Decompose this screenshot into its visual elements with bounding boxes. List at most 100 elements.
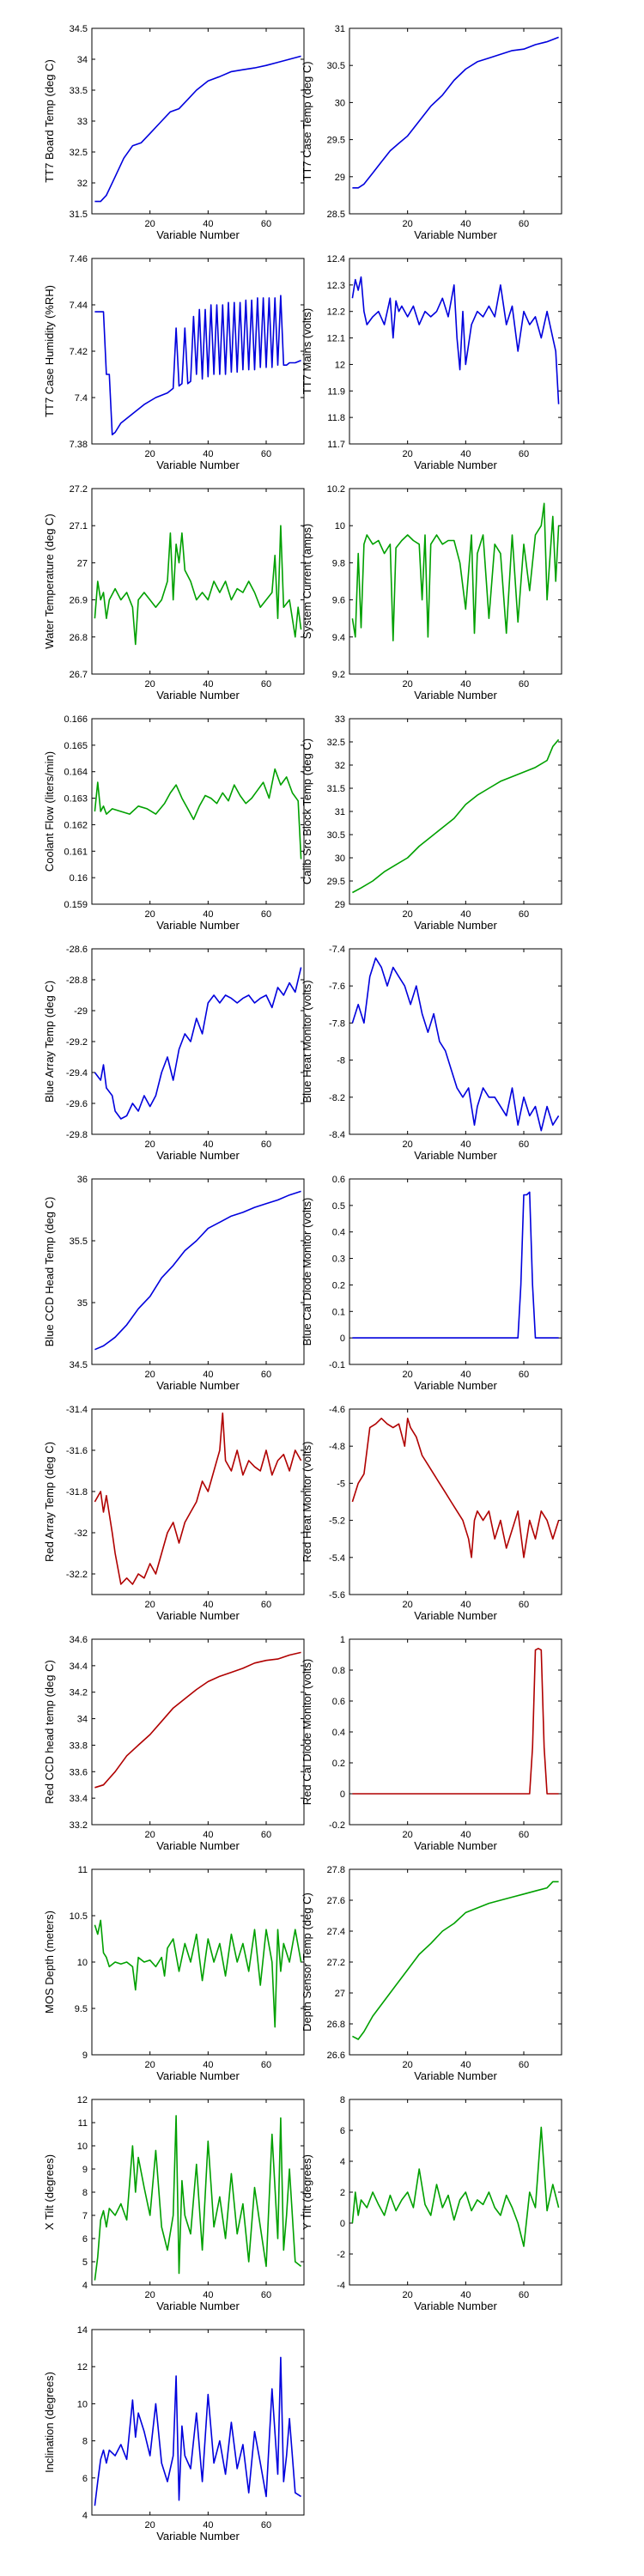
chart-panel-4: 11.7 11.8 11.9 12 12.1 12.2 12.3 12.4 20 40 60 Vari… [301,254,562,471]
y-tick-label: 6 [82,2234,88,2245]
y-tick-label: 12.1 [327,334,345,344]
y-tick-label: 26.6 [327,2050,345,2061]
y-tick-label: 27.6 [327,1896,345,1906]
chart-panel-6: 9.2 9.4 9.6 9.8 10 10.2 20 40 60 Variable Number S… [301,484,562,702]
y-tick-label: 33.4 [70,1794,88,1804]
y-tick-label: -5.6 [329,1590,345,1601]
y-axis-label: Red Cal Diode Monitor (volts) [301,1659,313,1806]
y-tick-label: -31.8 [66,1487,88,1498]
y-tick-label: 8 [340,2095,345,2105]
y-tick-label: 12 [335,360,345,370]
series-line [352,1648,559,1795]
series-line [94,1413,302,1585]
y-tick-label: 0.4 [332,1228,345,1238]
x-tick-label: 40 [460,1139,471,1150]
y-tick-label: 6 [82,2474,88,2484]
y-tick-label: 0.8 [332,1666,345,1676]
x-tick-label: 20 [145,2060,155,2070]
x-tick-label: 40 [460,2060,471,2070]
y-tick-label: 12.3 [327,281,345,291]
x-axis-label: Variable Number [414,689,497,702]
x-tick-label: 20 [403,1830,413,1840]
y-tick-label: 34 [77,1715,88,1725]
y-tick-label: 0.6 [332,1697,345,1707]
y-axis-label: TT7 Board Temp (deg C) [43,59,56,183]
y-tick-label: 0 [340,2219,345,2229]
series-line [352,738,560,894]
chart-panel-3: 7.38 7.4 7.42 7.44 7.46 20 40 60 Variable Number… [43,254,305,471]
y-tick-label: -29.2 [66,1037,88,1048]
y-tick-label: 35.5 [70,1236,88,1247]
y-tick-label: 10 [335,521,345,532]
y-tick-label: -8.4 [329,1130,345,1140]
y-tick-label: 10 [77,1958,88,1968]
y-tick-label: -32 [74,1528,88,1539]
y-axis-label: Y Tilt (degrees) [301,2154,313,2230]
y-tick-label: 29 [335,173,345,183]
chart-panel-18: 26.6 26.8 27 27.2 27.4 27.6 27.8 20 40 60 Variable… [301,1865,562,2082]
y-tick-label: 7.42 [70,347,88,357]
y-tick-label: -7.6 [329,981,345,992]
y-tick-label: 9.8 [332,558,345,568]
x-tick-label: 60 [261,1830,271,1840]
y-axis-label: System Current (amps) [301,524,313,639]
x-tick-label: 60 [519,679,529,690]
x-tick-label: 40 [460,2290,471,2300]
plot-frame [91,488,305,675]
x-tick-label: 40 [203,449,213,459]
x-axis-label: Variable Number [156,459,240,471]
y-tick-label: -32.2 [66,1570,88,1580]
x-tick-label: 60 [261,449,271,459]
series-line [351,957,560,1132]
x-tick-label: 20 [145,909,155,920]
y-tick-label: 10.5 [70,1911,88,1922]
x-tick-label: 20 [145,2520,155,2530]
x-tick-label: 60 [519,2290,529,2300]
y-tick-label: 31.5 [70,210,88,220]
y-axis-label: Blue Array Temp (deg C) [43,981,56,1103]
chart-panel-17: 9 9.5 10 10.5 11 20 40 60 Variable Number MOS Dep… [43,1865,305,2082]
x-tick-label: 40 [203,2290,213,2300]
y-axis-label: Red CCD head temp (deg C) [43,1660,56,1804]
y-axis-label: Inclination (degrees) [43,2372,56,2473]
x-tick-label: 40 [203,1139,213,1150]
y-tick-label: 12.4 [327,254,345,264]
y-tick-label: 11 [78,2118,88,2129]
y-tick-label: 33 [335,714,345,725]
y-tick-label: -29 [74,1006,88,1017]
y-tick-label: -29.4 [66,1068,88,1078]
x-tick-label: 60 [519,2060,529,2070]
y-tick-label: 11 [78,1865,88,1875]
x-axis-label: Variable Number [156,2300,240,2312]
y-tick-label: 11.9 [327,386,345,397]
y-tick-label: 33.6 [70,1767,88,1777]
chart-panel-1: 31.5 32 32.5 33 33.5 34 34.5 20 40 60 Variable Num… [43,24,305,241]
plot-frame [349,1638,562,1826]
x-tick-label: 60 [261,1370,271,1380]
plot-frame [91,1408,305,1595]
x-tick-label: 20 [403,1600,413,1610]
y-tick-label: 0.164 [64,768,88,778]
x-tick-label: 20 [403,1370,413,1380]
y-axis-label: Coolant Flow (liters/min) [43,751,56,872]
y-tick-label: 27.1 [70,521,88,532]
x-tick-label: 40 [203,909,213,920]
chart-panel-16: -0.2 0 0.2 0.4 0.6 0.8 1 20 40 60 Variable Number R… [301,1635,562,1852]
y-tick-label: 28.5 [327,210,345,220]
y-tick-label: -28.6 [66,945,88,955]
plot-frame [91,1178,305,1365]
x-tick-label: 60 [261,2060,271,2070]
x-axis-label: Variable Number [414,1149,497,1162]
y-tick-label: -0.2 [329,1820,345,1831]
x-tick-label: 60 [261,1139,271,1150]
y-tick-label: -4.8 [329,1442,345,1452]
y-tick-label: 0.2 [332,1759,345,1769]
chart-panel-7: 0.159 0.16 0.161 0.162 0.163 0.164 0.165 0.166 2… [43,714,305,932]
chart-panel-11: 34.5 35 35.5 36 20 40 60 Variable Number Blue CC… [43,1175,305,1392]
y-axis-label: Depth Sensor Temp (deg C) [301,1893,313,2032]
y-tick-label: 33 [77,117,88,127]
x-tick-label: 40 [460,1370,471,1380]
y-tick-label: -31.6 [66,1446,88,1456]
y-tick-label: 26.8 [327,2020,345,2030]
x-tick-label: 40 [460,679,471,690]
